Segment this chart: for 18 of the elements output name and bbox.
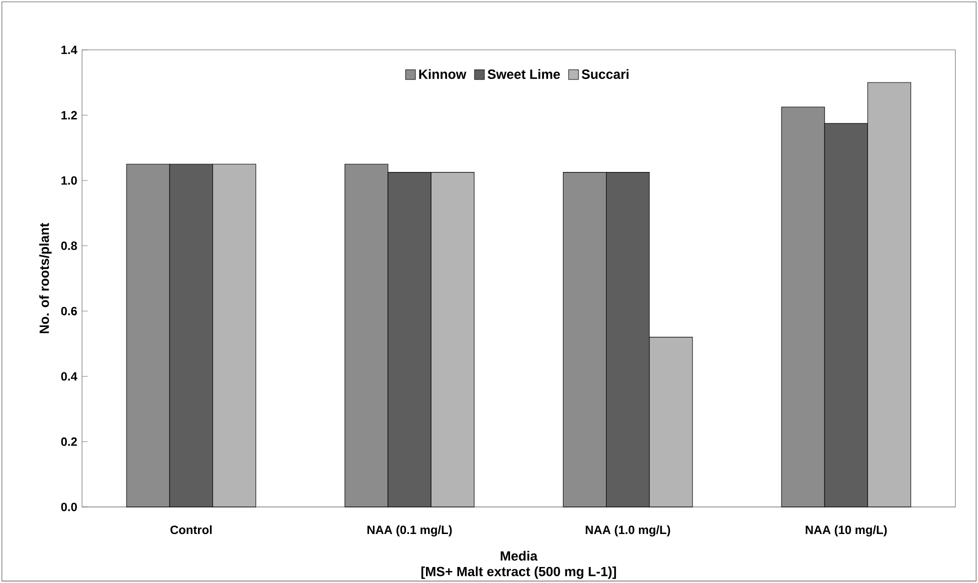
legend-label: Sweet Lime [488,69,560,79]
y-tick-label: 0.2 [61,437,77,446]
y-tick-label: 0.8 [61,242,77,250]
legend-label: Kinnow [419,69,466,79]
y-tick-label: 0.4 [61,372,78,381]
y-tick-label: 0.6 [61,306,77,316]
y-axis-title: No. of roots/plant [39,223,52,334]
y-tick-label: 0.0 [61,502,77,512]
x-axis-title: Media [500,550,538,561]
x-tick-label: NAA (1.0 mg/L) [586,525,670,537]
x-tick-label: NAA (0.1 mg/L) [367,525,452,537]
y-tick-label: 1.4 [61,46,78,54]
legend-label: Succari [582,69,628,79]
y-tick-label: 1.2 [61,111,77,120]
x-tick-label: NAA (10 mg/L) [806,525,887,537]
x-tick-label: Control [170,525,212,534]
text: [MS+ Malt extract (500 mg L-1)] [421,566,616,579]
y-tick-label: 1.0 [61,176,77,185]
